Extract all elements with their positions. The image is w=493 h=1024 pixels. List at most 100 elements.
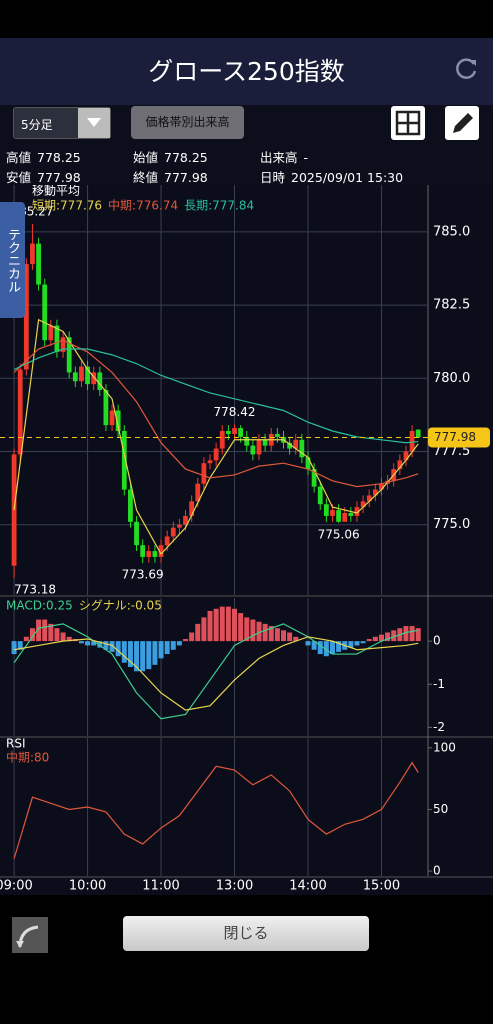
series-line	[13, 636, 419, 711]
histogram-bar	[354, 641, 360, 646]
draw-icon[interactable]	[445, 106, 479, 140]
histogram-bar	[238, 613, 244, 642]
histogram-bar	[189, 632, 195, 642]
histogram-bar	[244, 617, 250, 642]
info-value: 778.25	[37, 150, 81, 165]
histogram-bar	[170, 641, 176, 650]
histogram-bar	[366, 638, 372, 642]
info-item: 出来高 -	[260, 147, 308, 166]
histogram-bar	[127, 641, 133, 667]
histogram-bar	[213, 608, 219, 642]
histogram-bar	[97, 641, 103, 648]
candle-body	[213, 448, 219, 461]
candle-body	[158, 545, 164, 557]
candle-body	[354, 507, 360, 516]
candle-body	[262, 439, 268, 446]
legend-item: 中期:776.74	[108, 198, 178, 213]
histogram-bar	[287, 632, 293, 642]
rotate-icon[interactable]	[12, 917, 48, 953]
histogram-bar	[91, 641, 97, 646]
histogram-bar	[225, 606, 231, 642]
candle-body	[170, 527, 176, 537]
candle-body	[23, 264, 29, 370]
histogram-bar	[11, 641, 17, 655]
candle-body	[336, 510, 342, 522]
chart-bg	[0, 185, 493, 895]
y-tick-label: 775.0	[433, 517, 470, 532]
histogram-bar	[54, 628, 60, 642]
histogram-bar	[152, 641, 158, 665]
candle-body	[30, 243, 35, 265]
info-label: 終値	[133, 170, 159, 185]
info-value: 777.98	[164, 170, 208, 185]
histogram-bar	[207, 610, 213, 642]
legend-item: 中期:80	[6, 750, 49, 765]
histogram-bar	[329, 641, 335, 655]
y-tick-label: 782.5	[433, 298, 470, 313]
candle-body	[238, 428, 244, 437]
histogram-bar	[60, 632, 66, 642]
title: グロース250指数	[148, 57, 345, 86]
volume-button[interactable]: 価格帯別出来高	[131, 106, 244, 139]
y-tick-label: 785.0	[433, 224, 470, 239]
candle-body	[330, 510, 335, 516]
histogram-bar	[85, 641, 91, 646]
candle-body	[85, 366, 90, 385]
candle-body	[103, 390, 109, 426]
candle-body	[299, 439, 305, 458]
series-line	[13, 761, 419, 859]
histogram-bar	[232, 608, 238, 642]
candle-body	[17, 369, 23, 455]
histogram-bar	[360, 641, 366, 644]
x-tick-label: 15:00	[363, 879, 400, 894]
y-tick-label: 50	[433, 802, 448, 816]
layout-icon[interactable]	[391, 106, 425, 140]
last-price-tag	[428, 427, 490, 448]
chart: 09:00 10:00 11:00 13:00 14:00 15:00 775.0 777.5…	[0, 185, 493, 895]
candle-body	[54, 325, 60, 352]
candle-body	[201, 463, 207, 484]
candle-body	[372, 489, 378, 496]
histogram-bar	[262, 623, 268, 642]
candle-body	[409, 431, 415, 452]
series-line	[13, 318, 419, 556]
candle-body	[66, 337, 72, 373]
candle-body	[256, 439, 262, 455]
candle-body	[287, 442, 293, 449]
candle-body	[109, 410, 115, 426]
candle-body	[164, 536, 170, 546]
histogram-bar	[256, 621, 262, 642]
candle-body	[134, 521, 139, 546]
histogram-bar	[280, 630, 286, 642]
candle-body	[195, 483, 201, 502]
histogram-bar	[378, 634, 384, 642]
close-button[interactable]: 閉じる	[123, 916, 369, 951]
technical-tab[interactable]: テクニカル	[0, 202, 25, 318]
histogram-bar	[403, 626, 409, 642]
info-value: -	[303, 150, 309, 165]
refresh-icon[interactable]	[454, 56, 480, 82]
histogram-bar	[66, 636, 72, 642]
chart-title: 移動平均	[32, 185, 80, 198]
interval-select[interactable]: 5分足	[13, 107, 111, 139]
info-label: 高値	[6, 150, 32, 165]
x-tick-label: 11:00	[142, 879, 179, 894]
candle-body	[397, 460, 403, 470]
candle-body	[348, 513, 354, 516]
candle-body	[225, 431, 231, 434]
y-tick-label: 100	[433, 740, 456, 754]
price-annotation: 775.06	[318, 527, 360, 541]
histogram-bar	[164, 641, 170, 655]
candle-body	[342, 513, 348, 522]
candle-body	[97, 372, 103, 390]
y-tick-label: -1	[433, 677, 445, 691]
candle-body	[219, 431, 225, 449]
x-tick-label: 14:00	[289, 879, 326, 894]
histogram-bar	[391, 630, 397, 642]
histogram-bar	[176, 641, 182, 646]
info-value: 778.25	[164, 150, 208, 165]
histogram-bar	[317, 641, 323, 655]
histogram-bar	[158, 641, 164, 659]
candle-body	[128, 489, 133, 522]
candle-body	[177, 524, 182, 528]
